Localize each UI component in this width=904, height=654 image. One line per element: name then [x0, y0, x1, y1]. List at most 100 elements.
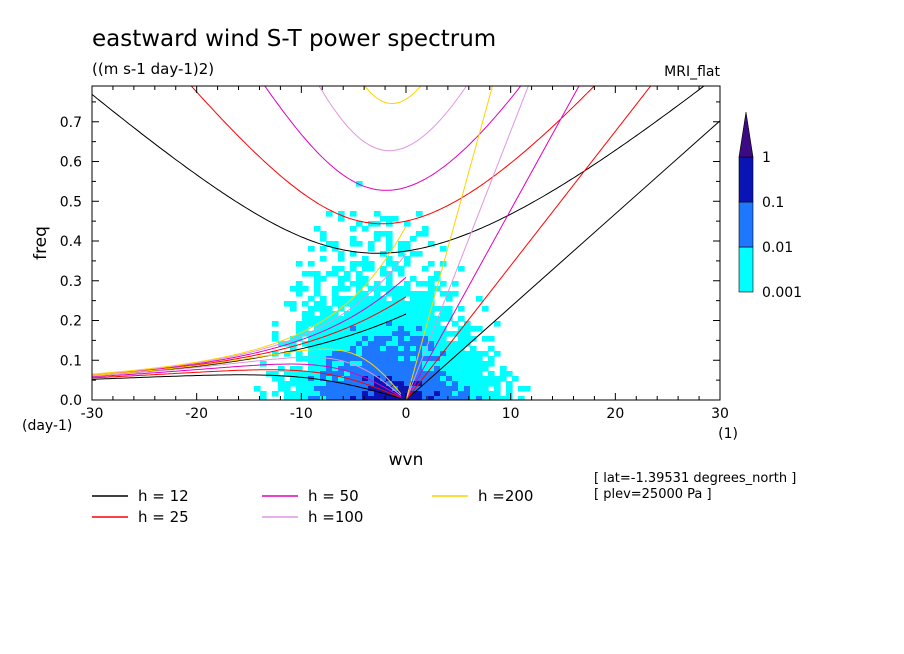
spectrum-cell	[428, 366, 435, 372]
spectrum-cell	[428, 281, 435, 287]
spectrum-cell	[398, 346, 405, 352]
spectrum-cell	[458, 391, 465, 397]
spectrum-cell	[326, 341, 333, 347]
spectrum-cell	[350, 376, 357, 382]
spectrum-cell	[440, 306, 447, 312]
spectrum-cell	[422, 361, 429, 367]
spectrum-cell	[422, 366, 429, 372]
spectrum-cell	[380, 326, 387, 332]
spectrum-cell	[326, 351, 333, 357]
spectrum-cell	[500, 376, 507, 382]
spectrum-cell	[518, 396, 525, 400]
spectrum-cell	[332, 271, 339, 277]
spectrum-cell	[380, 346, 387, 352]
spectrum-cell	[404, 336, 411, 342]
spectrum-cell	[314, 276, 321, 282]
spectrum-cell	[302, 386, 309, 392]
spectrum-cell	[332, 291, 339, 297]
spectrum-cell	[410, 301, 417, 307]
spectrum-cell	[314, 341, 321, 347]
spectrum-cell	[410, 376, 417, 382]
spectrum-cell	[356, 341, 363, 347]
spectrum-cell	[320, 236, 327, 242]
spectrum-cell	[296, 291, 303, 297]
spectrum-cell	[350, 391, 357, 397]
spectrum-cell	[470, 391, 477, 397]
spectrum-cell	[332, 341, 339, 347]
spectrum-cell	[380, 216, 387, 222]
spectrum-cell	[338, 381, 345, 387]
spectrum-cell	[338, 321, 345, 327]
spectrum-cell	[392, 331, 399, 337]
spectrum-cell	[416, 281, 423, 287]
spectrum-cell	[398, 291, 405, 297]
spectrum-cell	[482, 376, 489, 382]
spectrum-cell	[422, 381, 429, 387]
spectrum-cell	[374, 341, 381, 347]
spectrum-cell	[356, 396, 363, 400]
spectrum-cell	[308, 321, 315, 327]
spectrum-cell	[368, 346, 375, 352]
spectrum-cell	[404, 286, 411, 292]
spectrum-cell	[338, 366, 345, 372]
spectrum-cell	[404, 331, 411, 337]
spectrum-cell	[344, 316, 351, 322]
spectrum-cell	[362, 301, 369, 307]
spectrum-cell	[380, 331, 387, 337]
info-plev: [ plev=25000 Pa ]	[594, 487, 712, 502]
spectrum-cell	[296, 281, 303, 287]
spectrum-cell	[488, 371, 495, 377]
spectrum-cell	[362, 356, 369, 362]
spectrum-cell	[452, 391, 459, 397]
spectrum-cell	[398, 266, 405, 272]
spectrum-cell	[446, 376, 453, 382]
spectrum-cell	[344, 346, 351, 352]
spectrum-cell	[494, 351, 501, 357]
spectrum-cell	[338, 361, 345, 367]
colorbar-swatch	[738, 156, 754, 203]
spectrum-cell	[320, 256, 327, 262]
spectrum-cell	[284, 301, 291, 307]
spectrum-cell	[338, 396, 345, 400]
spectrum-cell	[338, 306, 345, 312]
spectrum-cell	[458, 341, 465, 347]
spectrum-cell	[368, 261, 375, 267]
spectrum-cell	[458, 386, 465, 392]
spectrum-cell	[302, 381, 309, 387]
spectrum-cell	[314, 391, 321, 397]
spectrum-cell	[446, 356, 453, 362]
spectrum-cell	[506, 391, 513, 397]
spectrum-cell	[428, 276, 435, 282]
spectrum-cell	[392, 396, 399, 400]
spectrum-cell	[374, 336, 381, 342]
spectrum-cell	[290, 376, 297, 382]
spectrum-cell	[356, 386, 363, 392]
spectrum-cell	[338, 296, 345, 302]
spectrum-cell	[320, 386, 327, 392]
spectrum-cell	[404, 376, 411, 382]
spectrum-cell	[350, 341, 357, 347]
y-tick-label: 0.4	[60, 234, 82, 250]
spectrum-cell	[458, 346, 465, 352]
spectrum-cell	[290, 391, 297, 397]
spectrum-cell	[368, 336, 375, 342]
spectrum-cell	[404, 316, 411, 322]
spectrum-cell	[356, 351, 363, 357]
spectrum-cell	[290, 366, 297, 372]
spectrum-cell	[398, 356, 405, 362]
spectrum-cell	[404, 261, 411, 267]
spectrum-cell	[356, 301, 363, 307]
spectrum-cell	[374, 306, 381, 312]
spectrum-cell	[338, 301, 345, 307]
spectrum-cell	[488, 346, 495, 352]
spectrum-cell	[386, 371, 393, 377]
spectrum-cell	[410, 306, 417, 312]
spectrum-cell	[380, 296, 387, 302]
spectrum-cell	[464, 391, 471, 397]
spectrum-cell	[464, 376, 471, 382]
spectrum-cell	[398, 286, 405, 292]
spectrum-cell	[386, 281, 393, 287]
spectrum-cell	[464, 366, 471, 372]
spectrum-cell	[344, 381, 351, 387]
spectrum-cell	[422, 316, 429, 322]
